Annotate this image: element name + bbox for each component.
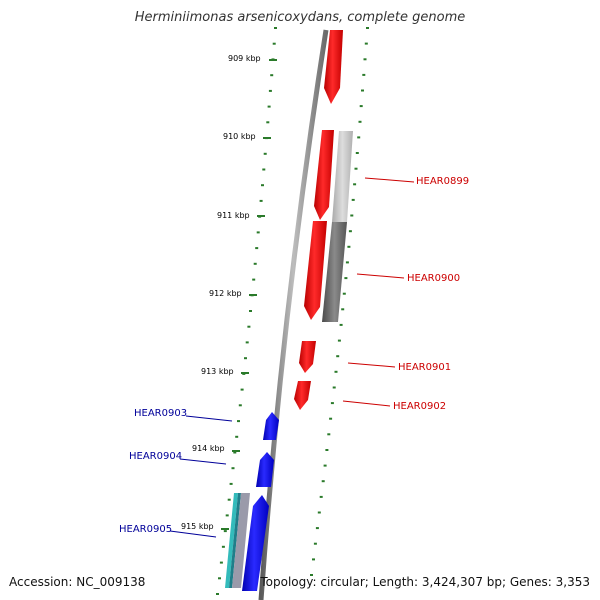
gene-arrow-hear0900[interactable] xyxy=(304,221,327,320)
gene-label-hear0903[interactable]: HEAR0903 xyxy=(134,408,187,419)
scale-label-912: 912 kbp xyxy=(209,289,242,298)
leader-hear0902 xyxy=(342,400,391,407)
leader-hear0899 xyxy=(364,177,415,183)
scale-label-915: 915 kbp xyxy=(181,522,214,531)
accession-text: Accession: NC_009138 xyxy=(9,575,146,589)
feature-stripe-gray xyxy=(232,493,250,588)
gene-arrow-hear0899[interactable] xyxy=(314,130,334,220)
gene-label-hear0901[interactable]: HEAR0901 xyxy=(398,362,451,373)
leader-hear0901 xyxy=(347,362,396,368)
scale-label-911: 911 kbp xyxy=(217,211,250,220)
genome-title: Herminiimonas arsenicoxydans, complete g… xyxy=(134,10,466,25)
leader-hear0905 xyxy=(169,530,217,538)
scale-label-910: 910 kbp xyxy=(223,132,256,141)
topology-text: Topology: circular; Length: 3,424,307 bp… xyxy=(260,575,590,589)
leader-hear0903 xyxy=(185,415,233,422)
gene-arrow-hear0902[interactable] xyxy=(294,381,311,410)
gene-label-hear0900[interactable]: HEAR0900 xyxy=(407,273,460,284)
scale-label-909: 909 kbp xyxy=(228,54,261,63)
gene-label-hear0905[interactable]: HEAR0905 xyxy=(119,524,172,535)
gene-label-hear0902[interactable]: HEAR0902 xyxy=(393,401,446,412)
gene-arrow-hear0904[interactable] xyxy=(256,452,274,487)
outer-tick-ring xyxy=(310,27,369,576)
feature-stripe-darkcyan xyxy=(229,493,241,588)
gene-arrow-top xyxy=(324,30,343,104)
genome-backbone xyxy=(258,29,329,600)
leader-hear0900 xyxy=(356,273,405,279)
gene-arrow-hear0903[interactable] xyxy=(263,412,279,440)
scale-label-914: 914 kbp xyxy=(192,444,225,453)
gene-label-hear0904[interactable]: HEAR0904 xyxy=(129,451,182,462)
feature-block-dark xyxy=(322,222,347,322)
feature-stripe-cyan xyxy=(225,493,238,588)
scale-label-913: 913 kbp xyxy=(201,367,234,376)
gene-arrow-hear0901[interactable] xyxy=(299,341,316,373)
leader-hear0904 xyxy=(179,458,227,465)
gene-label-hear0899[interactable]: HEAR0899 xyxy=(416,176,469,187)
feature-block-light xyxy=(332,131,353,222)
gene-arrow-hear0905[interactable] xyxy=(242,495,269,591)
